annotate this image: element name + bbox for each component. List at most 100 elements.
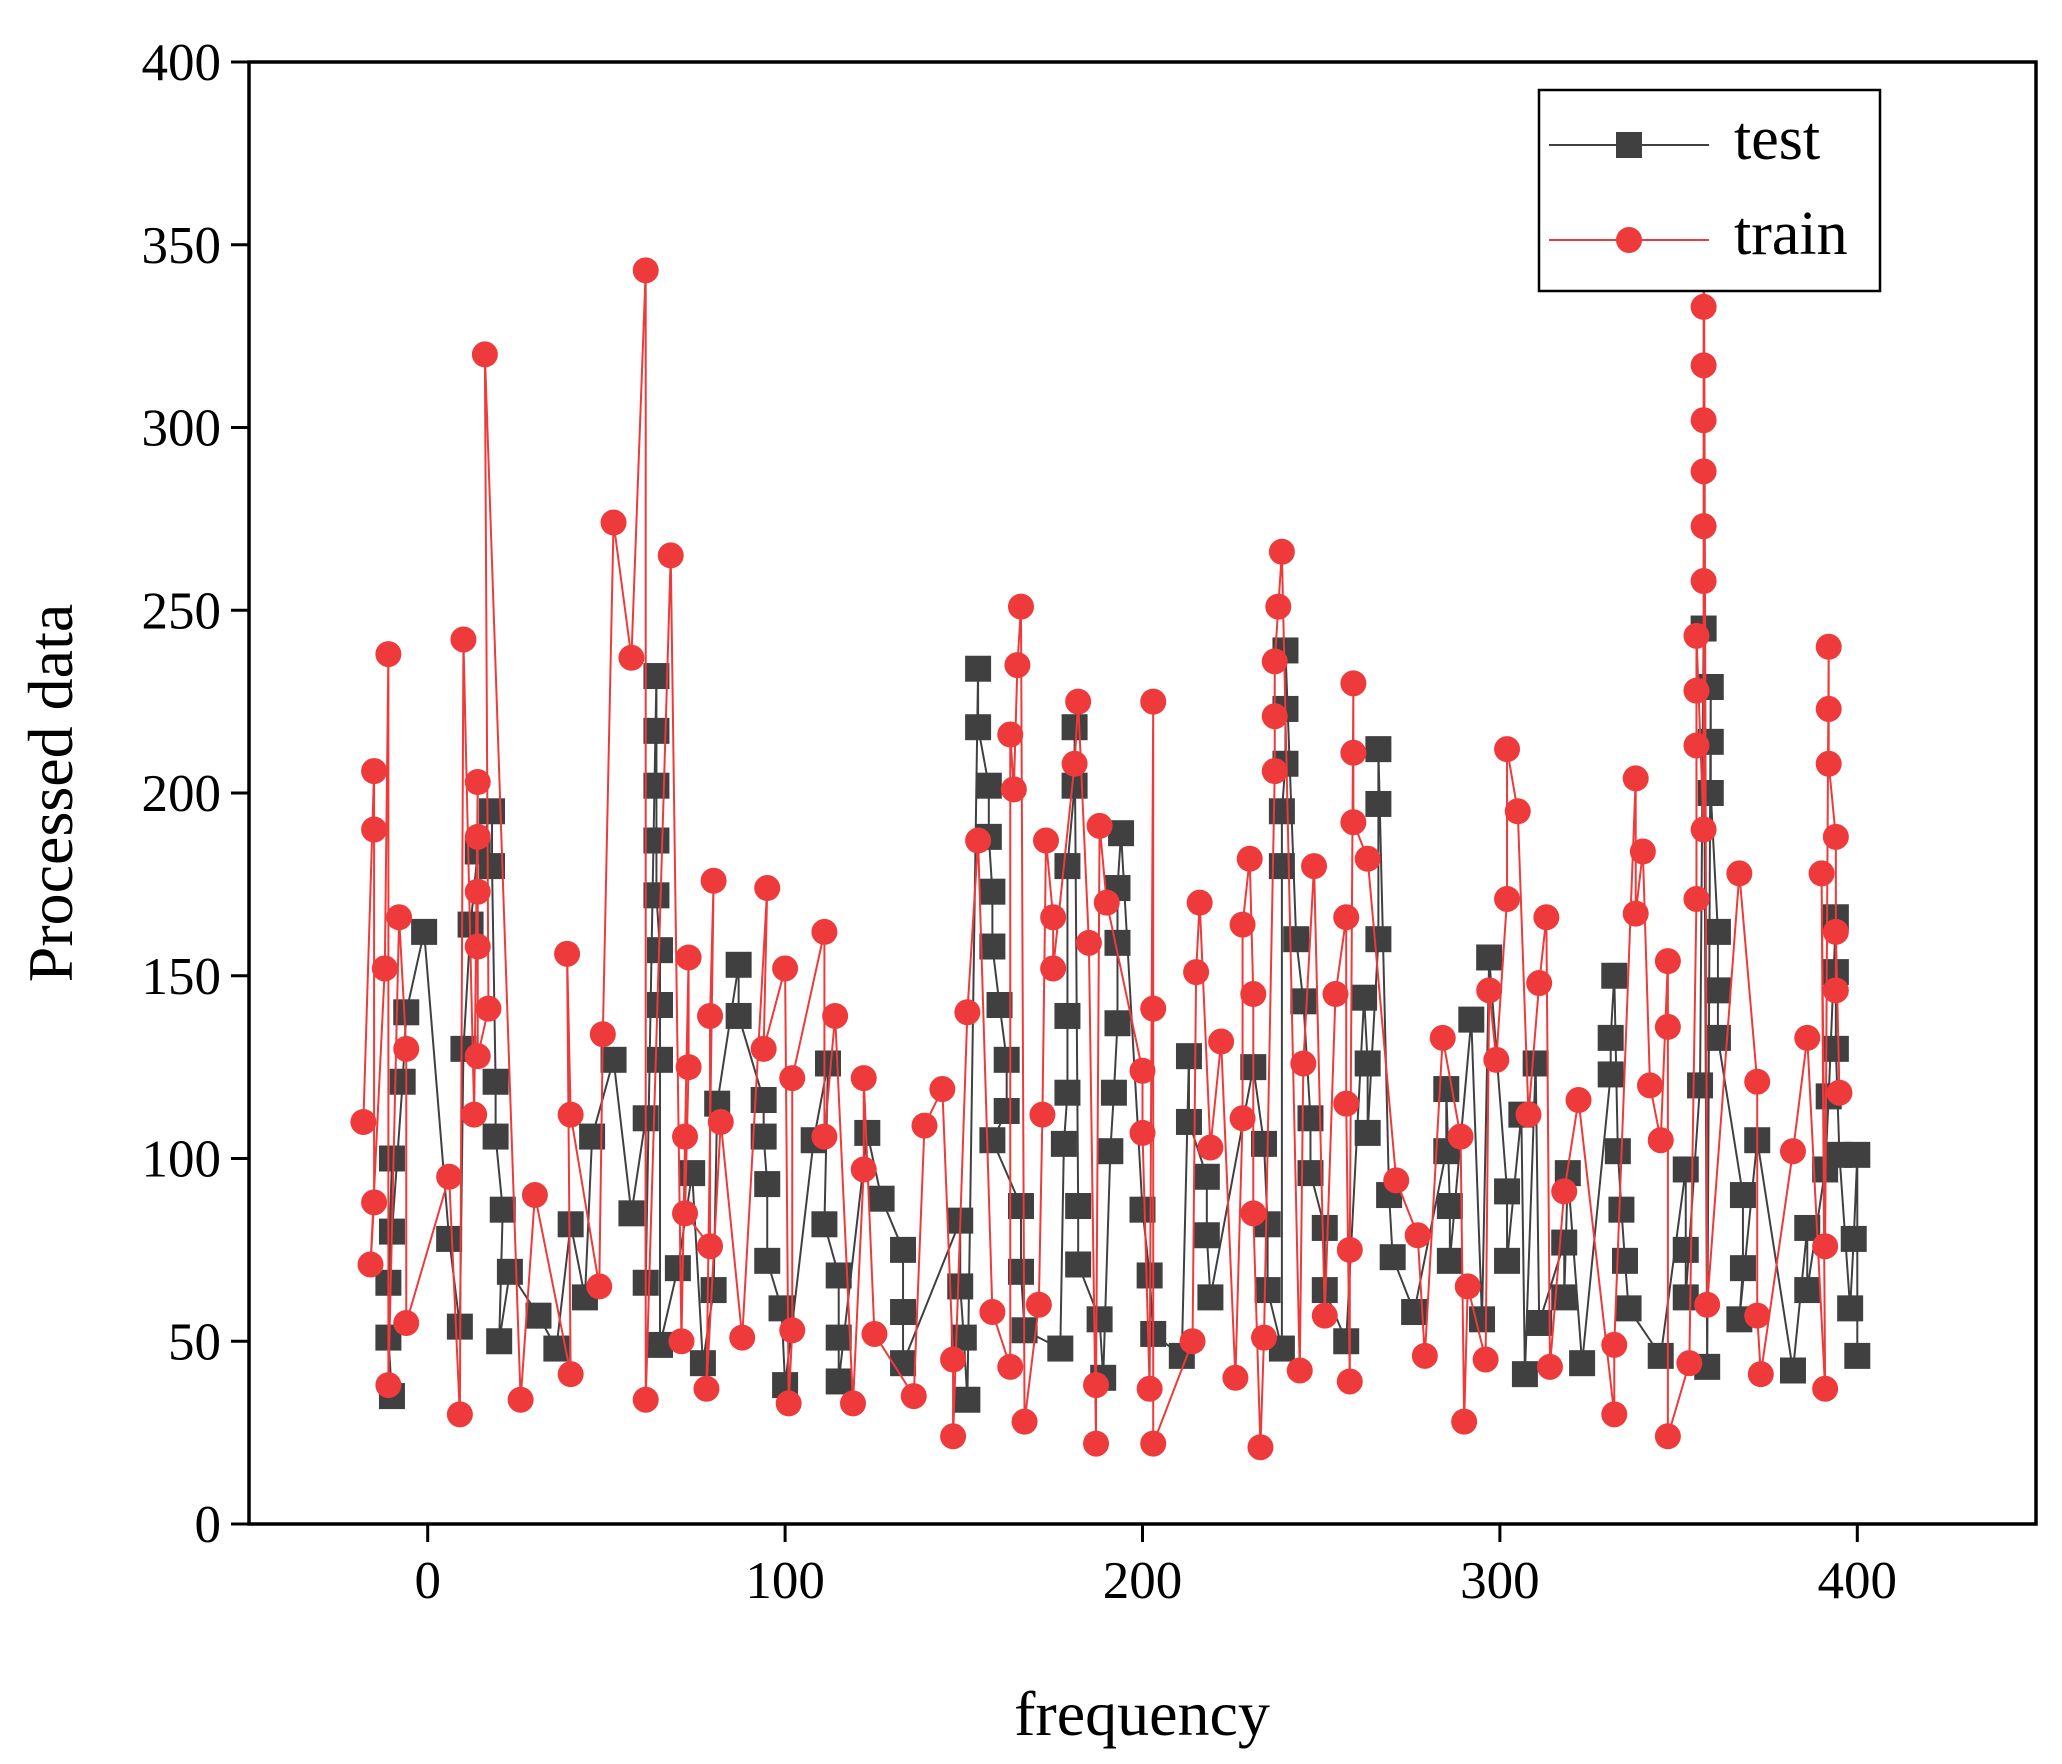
marker [940,1346,967,1373]
marker [1629,838,1656,865]
marker [1379,1244,1406,1271]
marker [647,1046,674,1073]
marker [1179,1328,1206,1355]
marker [1354,1119,1381,1146]
y-axis-label: Processed data [15,604,86,983]
marker [965,827,992,854]
marker [1511,1361,1538,1388]
marker [1129,1057,1156,1084]
marker [1551,1178,1578,1205]
marker [672,1200,699,1227]
marker [965,655,992,682]
marker [700,867,727,894]
marker [1007,593,1034,620]
marker [689,1350,716,1377]
marker [825,1368,852,1395]
marker [1268,798,1295,825]
marker [1822,918,1849,945]
marker [697,1002,724,1029]
marker [1011,1408,1038,1435]
marker [1336,1368,1363,1395]
marker [1729,1182,1756,1209]
marker [1616,132,1642,158]
marker [1687,1072,1714,1099]
x-tick-label: 200 [1103,1552,1183,1610]
marker [1476,977,1503,1004]
marker [1704,977,1731,1004]
marker [775,1390,802,1417]
marker [479,853,506,880]
marker [979,933,1006,960]
marker [1007,1193,1034,1220]
marker [1404,1222,1431,1249]
marker [986,991,1013,1018]
marker [643,772,670,799]
marker [697,1233,724,1260]
marker [940,1423,967,1450]
marker [507,1386,534,1413]
marker [1647,1342,1674,1369]
marker [1193,1163,1220,1190]
marker [1333,1090,1360,1117]
marker [890,1350,917,1377]
marker [464,823,491,850]
marker [707,1108,734,1135]
marker [1065,1193,1092,1220]
y-tick-label: 250 [142,582,222,640]
legend-box [1537,88,1882,293]
marker [393,1309,420,1336]
marker [1822,823,1849,850]
marker [1290,988,1317,1015]
marker [489,1196,516,1223]
marker [997,1353,1024,1380]
marker [1569,1350,1596,1377]
y-tick-label: 0 [195,1496,222,1554]
marker [1637,1072,1664,1099]
marker [1054,1002,1081,1029]
marker [779,1317,806,1344]
marker [1690,816,1717,843]
marker [1193,1222,1220,1249]
marker [750,1035,777,1062]
marker [1504,798,1531,825]
marker [1672,1156,1699,1183]
marker [1086,812,1113,839]
marker [357,1251,384,1278]
marker [1654,1013,1681,1040]
marker [1601,1331,1628,1358]
marker [1336,1236,1363,1263]
marker [1340,809,1367,836]
x-tick-label: 300 [1460,1552,1540,1610]
marker [1229,1105,1256,1132]
marker [557,1101,584,1128]
marker [1286,1357,1313,1384]
marker [1240,981,1267,1008]
marker [647,991,674,1018]
marker [1129,1119,1156,1146]
marker [557,1211,584,1238]
marker [1311,1302,1338,1329]
marker [850,1065,877,1092]
marker [1826,1079,1853,1106]
marker [632,257,659,284]
marker [557,1361,584,1388]
marker [1140,995,1167,1022]
marker [446,1401,473,1428]
marker [361,1189,388,1216]
marker [1261,648,1288,675]
marker [1183,959,1210,986]
marker [1175,1108,1202,1135]
marker [1254,1277,1281,1304]
marker [811,1211,838,1238]
marker [1340,670,1367,697]
marker [1683,622,1710,649]
marker [1083,1372,1110,1399]
marker [929,1076,956,1103]
marker [1436,1193,1463,1220]
marker [664,1255,691,1282]
marker [754,875,781,902]
marker [1261,758,1288,785]
marker [1726,860,1753,887]
marker [1251,1324,1278,1351]
marker [993,1097,1020,1124]
